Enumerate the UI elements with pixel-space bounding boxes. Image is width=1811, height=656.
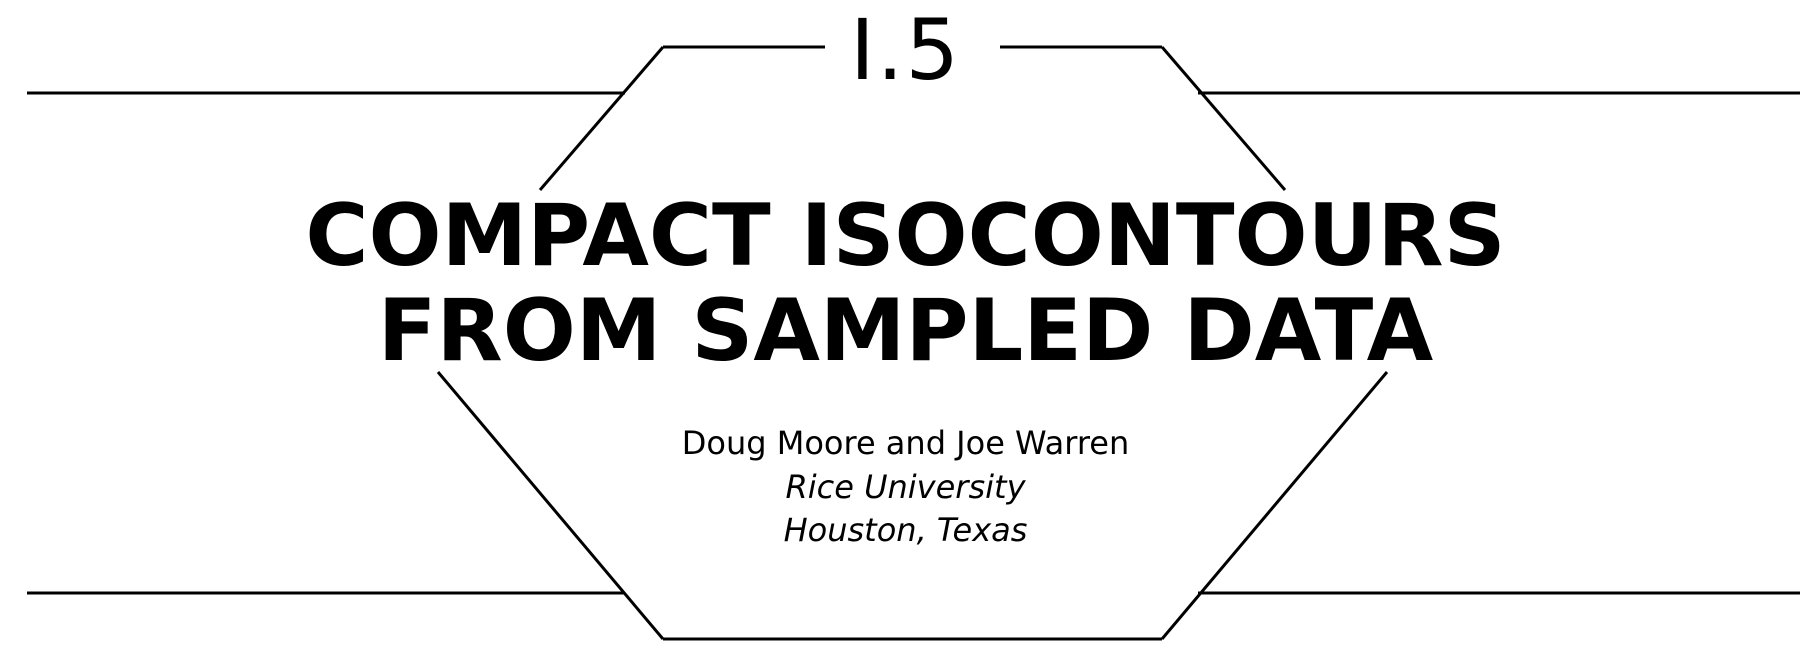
title-line-2: FROM SAMPLED DATA: [377, 281, 1434, 381]
authors: Doug Moore and Joe Warren: [681, 424, 1130, 462]
chapter-number: I.5: [850, 1, 961, 99]
title-line-1: COMPACT ISOCONTOURS: [305, 186, 1506, 286]
affiliation: Rice University: [785, 468, 1026, 506]
octagon-lower-left-slant: [436, 371, 665, 640]
octagon-lower-right-slant: [1160, 371, 1389, 640]
location: Houston, Texas: [783, 511, 1028, 549]
octagon-upper-left-slant: [538, 46, 665, 191]
octagon-upper-right-slant: [1160, 46, 1287, 191]
